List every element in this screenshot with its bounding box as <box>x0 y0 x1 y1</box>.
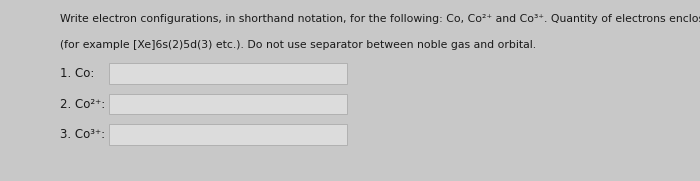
FancyBboxPatch shape <box>108 94 346 115</box>
FancyBboxPatch shape <box>108 63 346 84</box>
Text: 2. Co²⁺:: 2. Co²⁺: <box>60 98 105 111</box>
Text: (for example [Xe]6s(2)5d(3) etc.). Do not use separator between noble gas and or: (for example [Xe]6s(2)5d(3) etc.). Do no… <box>60 40 536 50</box>
Text: 1. Co:: 1. Co: <box>60 67 94 80</box>
Text: Write electron configurations, in shorthand notation, for the following: Co, Co²: Write electron configurations, in shorth… <box>60 14 700 24</box>
FancyBboxPatch shape <box>108 125 346 145</box>
Text: 3. Co³⁺:: 3. Co³⁺: <box>60 128 104 141</box>
